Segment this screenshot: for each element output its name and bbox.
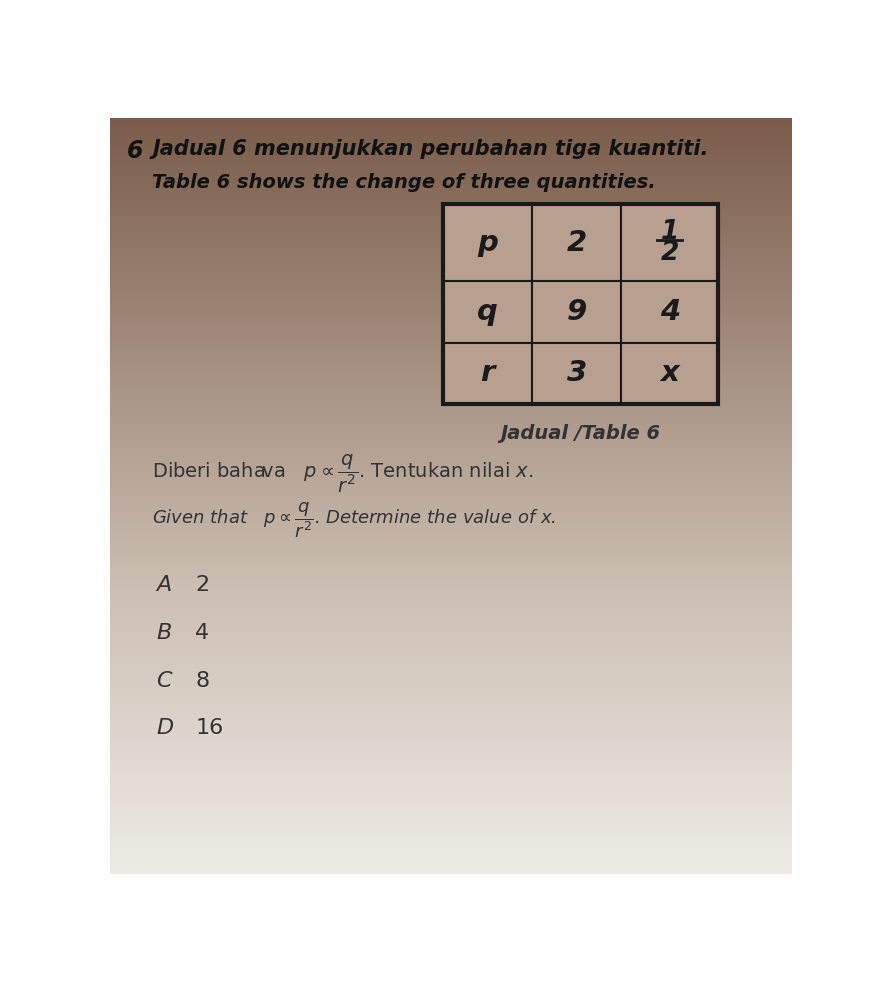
Text: 9: 9 xyxy=(566,298,587,326)
Text: Table 6 shows the change of three quantities.: Table 6 shows the change of three quanti… xyxy=(152,173,656,192)
Text: 6: 6 xyxy=(126,138,143,163)
Text: 4: 4 xyxy=(195,623,209,643)
Bar xyxy=(443,204,532,281)
Text: 3: 3 xyxy=(566,359,587,388)
Text: B: B xyxy=(156,623,171,643)
Text: 2: 2 xyxy=(566,229,587,256)
Text: $\it{Given\ that}$   $p \propto \dfrac{q}{r^2}$. $\it{Determine\ the\ value\ of}: $\it{Given\ that}$ $p \propto \dfrac{q}{… xyxy=(152,500,556,540)
Bar xyxy=(532,204,621,281)
Bar xyxy=(532,281,621,343)
Text: q: q xyxy=(477,298,498,326)
Bar xyxy=(621,343,717,405)
Bar xyxy=(532,343,621,405)
Bar xyxy=(621,204,717,281)
Text: 1: 1 xyxy=(660,219,678,245)
Text: 2: 2 xyxy=(660,240,678,265)
Text: Jadual /Table 6: Jadual /Table 6 xyxy=(500,423,660,443)
Text: A: A xyxy=(156,575,171,595)
Text: 4: 4 xyxy=(658,298,680,326)
Bar xyxy=(443,281,532,343)
Text: 2: 2 xyxy=(195,575,209,595)
Bar xyxy=(443,343,532,405)
Bar xyxy=(621,281,717,343)
Text: 8: 8 xyxy=(195,671,209,690)
Bar xyxy=(443,204,717,405)
Text: Jadual 6 menunjukkan perubahan tiga kuantiti.: Jadual 6 menunjukkan perubahan tiga kuan… xyxy=(152,138,708,159)
Text: D: D xyxy=(156,719,173,738)
Text: C: C xyxy=(156,671,172,690)
Text: x: x xyxy=(659,359,679,388)
Text: 16: 16 xyxy=(195,719,223,738)
Text: Diberi baha$\!$va   $p \propto \dfrac{q}{r^2}$. Tentukan nilai $x$.: Diberi baha$\!$va $p \propto \dfrac{q}{r… xyxy=(152,453,533,495)
Text: p: p xyxy=(477,229,498,256)
Text: r: r xyxy=(480,359,494,388)
